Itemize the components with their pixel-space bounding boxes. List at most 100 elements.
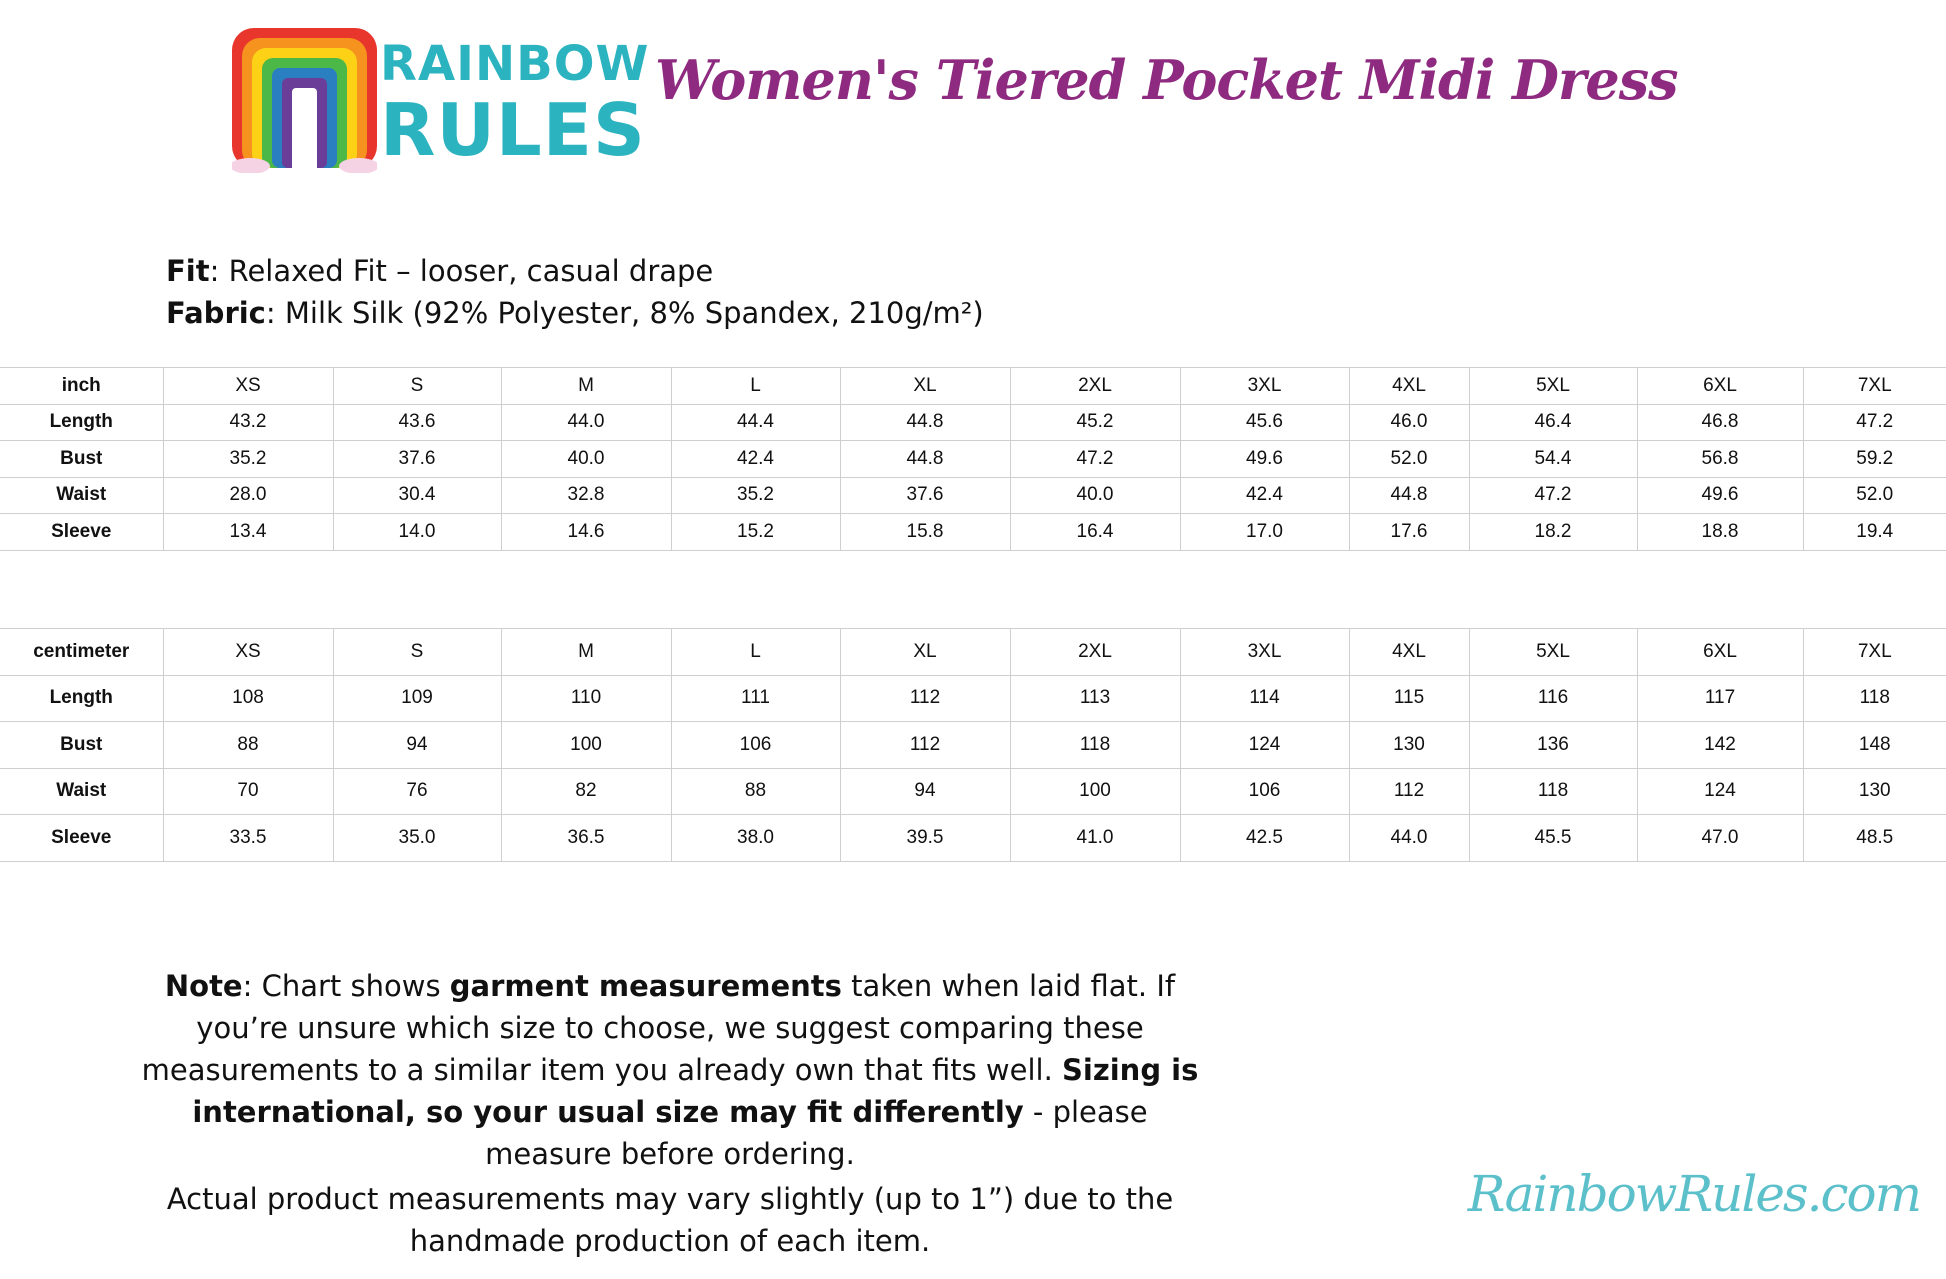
measurement-cell: 45.6 bbox=[1179, 403, 1350, 441]
measurement-cell: 35.0 bbox=[332, 814, 502, 862]
measurement-cell: 44.8 bbox=[839, 403, 1011, 441]
measurement-cell: 49.6 bbox=[1636, 476, 1804, 514]
size-header: XL bbox=[839, 628, 1011, 676]
measurement-cell: 44.8 bbox=[1348, 476, 1470, 514]
measurement-cell: 52.0 bbox=[1348, 440, 1470, 478]
measurement-cell: 38.0 bbox=[670, 814, 841, 862]
measurement-cell: 54.4 bbox=[1468, 440, 1638, 478]
header-row: inch XS S M L XL 2XL 3XL 4XL 5XL 6XL 7XL bbox=[0, 367, 1946, 405]
measurement-cell: 110 bbox=[500, 674, 672, 722]
size-header: 6XL bbox=[1636, 628, 1804, 676]
measurement-cell: 36.5 bbox=[500, 814, 672, 862]
fabric-value: : Milk Silk (92% Polyester, 8% Spandex, … bbox=[265, 296, 984, 330]
measurement-cell: 56.8 bbox=[1636, 440, 1804, 478]
measurement-cell: 48.5 bbox=[1802, 814, 1946, 862]
row-label: Length bbox=[0, 403, 164, 441]
measurement-cell: 17.0 bbox=[1179, 513, 1350, 551]
measurement-cell: 37.6 bbox=[332, 440, 502, 478]
measurement-cell: 14.6 bbox=[500, 513, 672, 551]
measurement-cell: 42.4 bbox=[1179, 476, 1350, 514]
table-row: Bust 35.2 37.6 40.0 42.4 44.8 47.2 49.6 52.0 54.4… bbox=[0, 440, 1946, 478]
product-info: Fit: Relaxed Fit – looser, casual drape … bbox=[166, 250, 1166, 334]
measurement-cell: 19.4 bbox=[1802, 513, 1946, 551]
measurement-cell: 44.0 bbox=[1348, 814, 1470, 862]
table-row: Sleeve 33.5 35.0 36.5 38.0 39.5 41.0 42.5 44.0 45… bbox=[0, 814, 1946, 862]
row-label: Waist bbox=[0, 476, 164, 514]
fit-label: Fit bbox=[166, 254, 210, 288]
row-label: Sleeve bbox=[0, 513, 164, 551]
measurement-cell: 43.2 bbox=[162, 403, 334, 441]
brand-logo: RAINBOW RULES bbox=[230, 28, 648, 174]
row-label: Sleeve bbox=[0, 814, 164, 862]
measurement-cell: 44.8 bbox=[839, 440, 1011, 478]
measurement-cell: 30.4 bbox=[332, 476, 502, 514]
row-label: Bust bbox=[0, 721, 164, 769]
size-header: L bbox=[670, 367, 841, 405]
size-header: 5XL bbox=[1468, 628, 1638, 676]
measurement-cell: 40.0 bbox=[500, 440, 672, 478]
measurement-cell: 100 bbox=[1009, 767, 1181, 815]
measurement-cell: 42.5 bbox=[1179, 814, 1350, 862]
size-header: 6XL bbox=[1636, 367, 1804, 405]
measurement-cell: 47.0 bbox=[1636, 814, 1804, 862]
measurement-cell: 16.4 bbox=[1009, 513, 1181, 551]
measurement-cell: 32.8 bbox=[500, 476, 672, 514]
fit-value: : Relaxed Fit – looser, casual drape bbox=[209, 254, 714, 288]
measurement-cell: 114 bbox=[1179, 674, 1350, 722]
measurement-cell: 28.0 bbox=[162, 476, 334, 514]
measurement-cell: 76 bbox=[332, 767, 502, 815]
size-header: 5XL bbox=[1468, 367, 1638, 405]
measurement-cell: 41.0 bbox=[1009, 814, 1181, 862]
measurement-cell: 46.0 bbox=[1348, 403, 1470, 441]
measurement-cell: 111 bbox=[670, 674, 841, 722]
measurement-cell: 35.2 bbox=[670, 476, 841, 514]
row-label: Length bbox=[0, 674, 164, 722]
measurement-cell: 13.4 bbox=[162, 513, 334, 551]
measurement-cell: 52.0 bbox=[1802, 476, 1946, 514]
size-header: 7XL bbox=[1802, 367, 1946, 405]
measurement-cell: 46.8 bbox=[1636, 403, 1804, 441]
measurement-cell: 109 bbox=[332, 674, 502, 722]
size-header: 4XL bbox=[1348, 367, 1470, 405]
disclaimer-text: Actual product measurements may vary sli… bbox=[166, 1182, 1174, 1258]
measurement-cell: 40.0 bbox=[1009, 476, 1181, 514]
table-row: Waist 70 76 82 88 94 100 106 112 118 124 130 bbox=[0, 767, 1946, 815]
measurement-cell: 130 bbox=[1802, 767, 1946, 815]
size-header: S bbox=[332, 367, 502, 405]
unit-header: inch bbox=[0, 367, 164, 405]
measurement-cell: 47.2 bbox=[1802, 403, 1946, 441]
measurement-cell: 49.6 bbox=[1179, 440, 1350, 478]
note-bold: garment measurements bbox=[449, 969, 842, 1003]
measurement-cell: 45.2 bbox=[1009, 403, 1181, 441]
measurement-cell: 47.2 bbox=[1468, 476, 1638, 514]
measurement-cell: 44.0 bbox=[500, 403, 672, 441]
table-row: Sleeve 13.4 14.0 14.6 15.2 15.8 16.4 17.0 17.6 18… bbox=[0, 513, 1946, 551]
unit-header: centimeter bbox=[0, 628, 164, 676]
measurement-cell: 108 bbox=[162, 674, 334, 722]
size-header: 2XL bbox=[1009, 628, 1181, 676]
measurement-cell: 33.5 bbox=[162, 814, 334, 862]
note-label: Note bbox=[164, 969, 243, 1003]
measurement-cell: 59.2 bbox=[1802, 440, 1946, 478]
measurement-cell: 118 bbox=[1009, 721, 1181, 769]
note-part: - please measure before ordering. bbox=[485, 1095, 1148, 1171]
logo-text-rainbow: RAINBOW bbox=[380, 36, 650, 92]
measurement-cell: 100 bbox=[500, 721, 672, 769]
measurement-cell: 37.6 bbox=[839, 476, 1011, 514]
size-header: XL bbox=[839, 367, 1011, 405]
measurement-cell: 116 bbox=[1468, 674, 1638, 722]
size-header: L bbox=[670, 628, 841, 676]
note-text: Note: Chart shows garment measurements t… bbox=[130, 965, 1210, 1175]
row-label: Bust bbox=[0, 440, 164, 478]
measurement-cell: 113 bbox=[1009, 674, 1181, 722]
measurement-cell: 118 bbox=[1468, 767, 1638, 815]
size-header: 3XL bbox=[1179, 628, 1350, 676]
fabric-line: Fabric: Milk Silk (92% Polyester, 8% Spa… bbox=[166, 292, 1166, 334]
measurement-cell: 70 bbox=[162, 767, 334, 815]
header-row: centimeter XS S M L XL 2XL 3XL 4XL 5XL 6XL 7XL bbox=[0, 628, 1946, 676]
note-bold: Sizing is international, so your usual s… bbox=[192, 1053, 1199, 1129]
measurement-cell: 112 bbox=[839, 674, 1011, 722]
table-row: Waist 28.0 30.4 32.8 35.2 37.6 40.0 42.4 44.8 47.… bbox=[0, 476, 1946, 514]
size-header: S bbox=[332, 628, 502, 676]
measurement-cell: 115 bbox=[1348, 674, 1470, 722]
